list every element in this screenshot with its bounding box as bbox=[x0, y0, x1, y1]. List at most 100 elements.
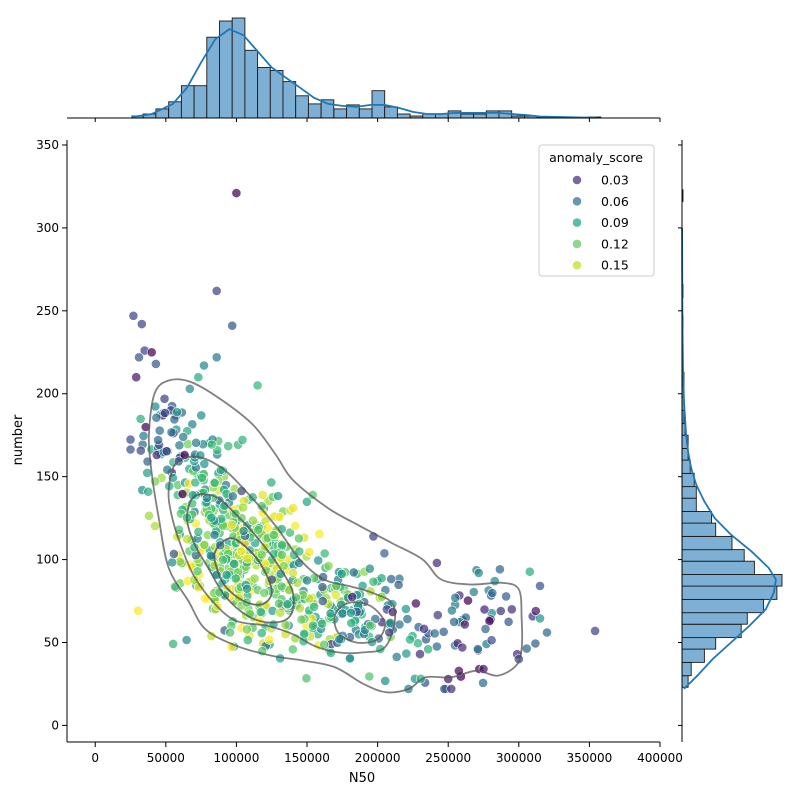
kde-contour-line bbox=[213, 537, 273, 606]
scatter-point bbox=[479, 604, 490, 615]
scatter-point bbox=[364, 563, 375, 574]
scatter-point bbox=[199, 360, 209, 371]
top-histogram-bar bbox=[485, 110, 500, 119]
scatter-point bbox=[530, 638, 541, 649]
right-histogram-bar bbox=[681, 574, 783, 587]
scatter-point bbox=[150, 358, 161, 369]
legend-label: 0.12 bbox=[601, 236, 629, 251]
legend-title: anomaly_score bbox=[549, 150, 643, 165]
scatter-point bbox=[230, 573, 241, 584]
x-tick-label: 100000 bbox=[214, 751, 260, 765]
legend-marker bbox=[572, 217, 582, 228]
scatter-point bbox=[237, 434, 248, 445]
scatter-point bbox=[167, 557, 178, 568]
scatter-point bbox=[262, 522, 273, 533]
scatter-point bbox=[275, 607, 286, 618]
scatter-point bbox=[135, 445, 146, 456]
scatter-point bbox=[268, 530, 279, 540]
scatter-point bbox=[161, 446, 172, 457]
scatter-point bbox=[154, 425, 165, 436]
scatter-point bbox=[423, 644, 433, 655]
scatter-point bbox=[159, 393, 170, 404]
scatter-point bbox=[590, 626, 600, 636]
scatter-point bbox=[249, 573, 260, 584]
scatter-point bbox=[211, 285, 222, 296]
scatter-point bbox=[309, 601, 319, 612]
scatter-point bbox=[256, 628, 267, 638]
y-tick-label: 200 bbox=[36, 387, 59, 401]
scatter-point bbox=[370, 614, 381, 624]
scatter-point bbox=[521, 643, 532, 654]
scatter-point bbox=[295, 603, 305, 614]
scatter-point bbox=[277, 540, 287, 551]
scatter-point bbox=[205, 550, 216, 561]
scatter-point bbox=[345, 607, 356, 618]
scatter-point bbox=[223, 441, 234, 451]
scatter-point bbox=[376, 573, 387, 584]
scatter-point bbox=[253, 525, 263, 535]
scatter-point bbox=[368, 576, 379, 587]
scatter-point bbox=[247, 515, 258, 526]
kde-contour-line bbox=[333, 601, 386, 644]
scatter-point bbox=[266, 477, 277, 488]
right-histogram-bar bbox=[681, 560, 755, 575]
scatter-point bbox=[432, 610, 443, 620]
right-histogram-bar bbox=[681, 549, 745, 562]
scatter-point bbox=[438, 626, 449, 637]
right-histogram-bar bbox=[681, 459, 691, 474]
scatter-point bbox=[431, 558, 442, 568]
scatter-point bbox=[153, 435, 163, 445]
scatter-point bbox=[313, 555, 324, 566]
scatter-point bbox=[242, 553, 253, 564]
scatter-point bbox=[429, 628, 440, 639]
scatter-point bbox=[301, 496, 312, 507]
scatter-point bbox=[450, 592, 461, 603]
scatter-point bbox=[415, 649, 425, 659]
scatter-point bbox=[166, 427, 177, 438]
scatter-point bbox=[211, 352, 222, 363]
scatter-point bbox=[217, 555, 228, 565]
scatter-point bbox=[468, 587, 479, 597]
scatter-point bbox=[178, 432, 189, 442]
scatter-point bbox=[524, 566, 535, 577]
top-histogram-bar bbox=[282, 81, 297, 119]
top-histogram-bar bbox=[269, 70, 284, 119]
right-histogram-bar bbox=[681, 623, 742, 639]
scatter-point bbox=[393, 579, 404, 590]
scatter-point bbox=[323, 561, 334, 571]
axes: 0 50000 100000 150000 200000 250000 300000 3500… bbox=[36, 138, 683, 765]
right-histogram-bar bbox=[681, 486, 697, 499]
legend-label: 0.15 bbox=[601, 258, 629, 273]
scatter-point bbox=[256, 501, 267, 512]
x-tick-label: 200000 bbox=[355, 751, 401, 765]
scatter-point bbox=[264, 634, 275, 645]
scatter-point bbox=[177, 489, 188, 499]
scatter-point bbox=[288, 502, 299, 513]
right-histogram-bar bbox=[681, 535, 733, 551]
top-marginal-histogram bbox=[67, 17, 661, 122]
scatter-point bbox=[174, 440, 185, 451]
right-histogram-bar bbox=[681, 661, 692, 677]
x-tick-label: 0 bbox=[91, 751, 99, 765]
right-histogram-bar bbox=[681, 511, 713, 524]
y-tick-label: 50 bbox=[44, 635, 59, 649]
y-tick-label: 250 bbox=[36, 304, 59, 318]
scatter-point bbox=[364, 671, 375, 682]
scatter-point bbox=[301, 673, 312, 684]
scatter-point bbox=[160, 408, 170, 418]
scatter-point bbox=[131, 372, 142, 383]
right-histogram-bar bbox=[681, 497, 697, 512]
right-histogram-bar bbox=[681, 612, 748, 625]
legend-entries: 0.03 0.06 0.09 0.12 0.15 bbox=[572, 173, 629, 273]
top-histogram-bar bbox=[333, 108, 348, 119]
y-tick-label: 350 bbox=[36, 138, 59, 152]
scatter-point bbox=[472, 644, 483, 654]
scatter-point bbox=[489, 576, 500, 586]
scatter-point bbox=[494, 564, 505, 575]
scatter-point bbox=[196, 410, 207, 421]
scatter-point bbox=[314, 529, 325, 539]
y-tick-label: 0 bbox=[51, 718, 59, 732]
scatter-point bbox=[346, 618, 357, 628]
legend-label: 0.09 bbox=[601, 215, 629, 230]
